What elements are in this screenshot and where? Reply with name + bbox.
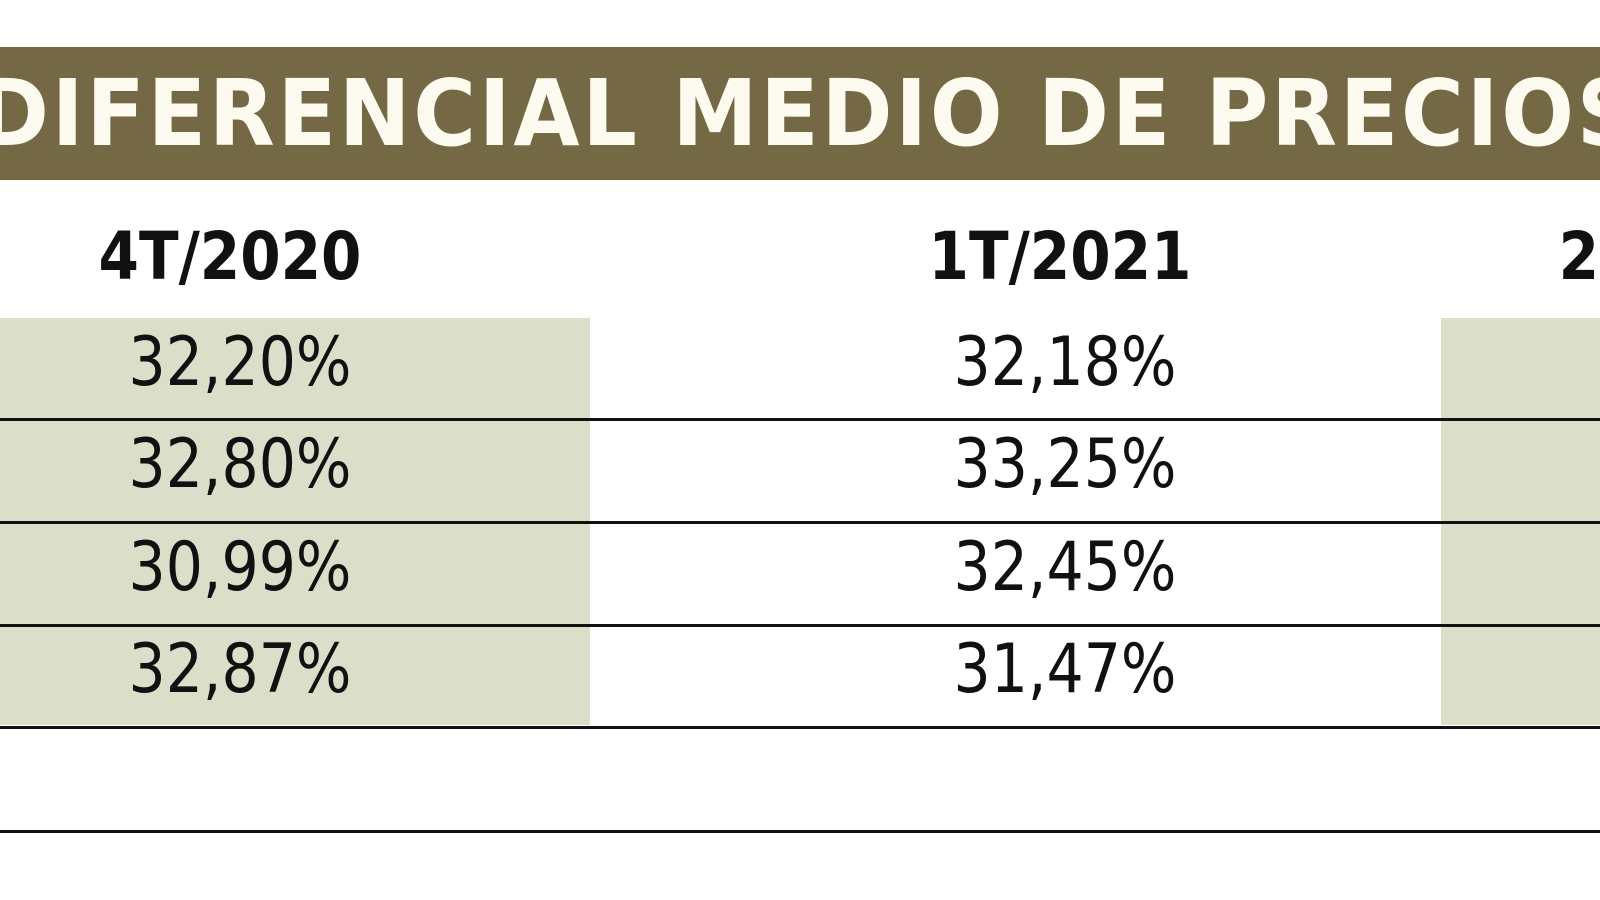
table-cell: 32,20% <box>128 323 352 402</box>
table-title: DIFERENCIAL MEDIO DE PRECIOS <box>0 60 1600 167</box>
table-cell: 32,45% <box>953 528 1177 607</box>
table-cell: 32,80% <box>128 425 352 504</box>
table-cell: 30,99% <box>128 528 352 607</box>
column-header-4t-2020: 4T/2020 <box>98 218 362 295</box>
table-cell: 32,87% <box>128 630 352 709</box>
column-header-truncated: 2 <box>1558 218 1600 295</box>
table-cell: 32,18% <box>953 323 1177 402</box>
table-cell: 31,47% <box>953 630 1177 709</box>
row-divider <box>0 830 1600 833</box>
table-title-bar: DIFERENCIAL MEDIO DE PRECIOS <box>0 47 1600 180</box>
column-header-1t-2021: 1T/2021 <box>928 218 1192 295</box>
table-cell: 33,25% <box>953 425 1177 504</box>
row-divider <box>0 521 1600 524</box>
row-divider <box>0 624 1600 627</box>
row-divider <box>0 418 1600 421</box>
row-divider <box>0 726 1600 729</box>
